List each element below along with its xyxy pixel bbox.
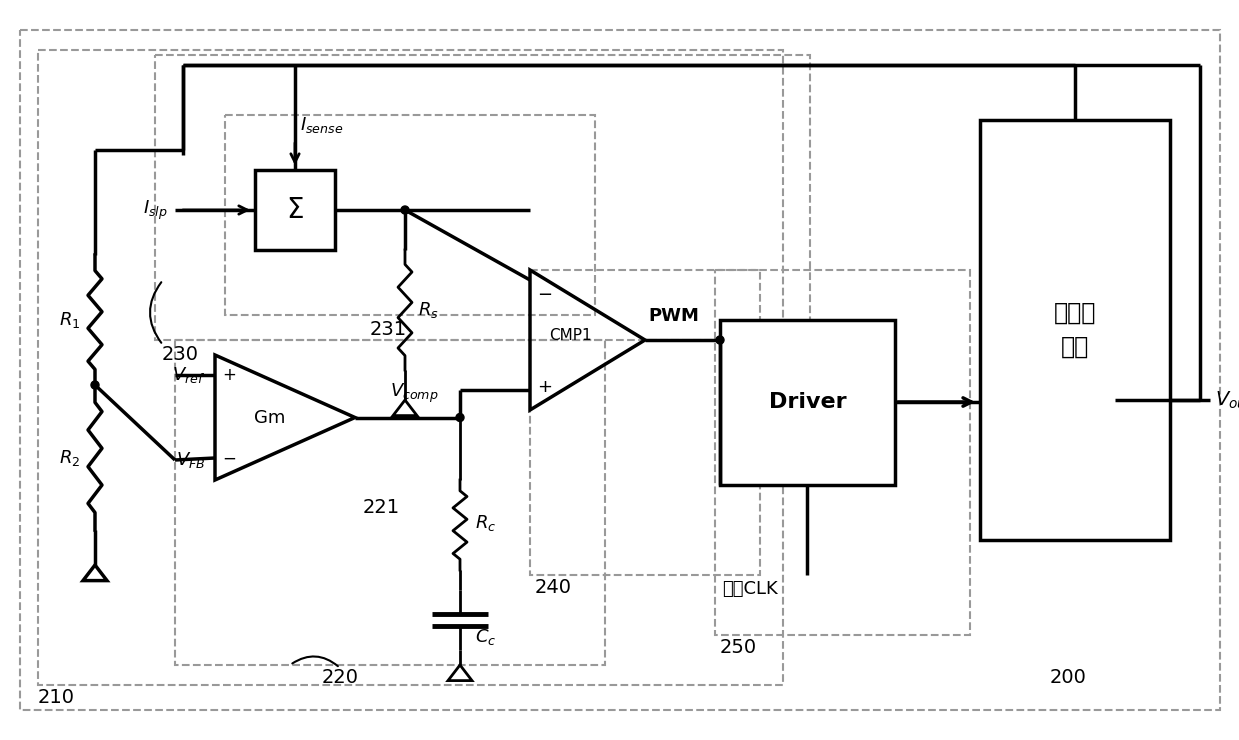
Circle shape — [716, 336, 724, 344]
Text: $+$: $+$ — [222, 366, 237, 384]
Bar — [38, 50, 783, 685]
Bar — [175, 340, 605, 665]
Text: $V_{ref}$: $V_{ref}$ — [172, 365, 204, 385]
Text: 外部CLK: 外部CLK — [722, 580, 778, 598]
Text: $+$: $+$ — [536, 378, 553, 396]
Bar — [255, 170, 335, 250]
Text: $V_{comp}$: $V_{comp}$ — [390, 382, 439, 405]
Text: $\Sigma$: $\Sigma$ — [286, 196, 304, 224]
Text: $V_{out}$: $V_{out}$ — [1215, 389, 1239, 411]
Text: $C_c$: $C_c$ — [475, 627, 497, 647]
Text: $V_{FB}$: $V_{FB}$ — [176, 450, 204, 470]
Bar — [720, 320, 895, 485]
Text: 230: 230 — [162, 345, 199, 364]
Text: 250: 250 — [720, 638, 757, 657]
Bar — [225, 115, 595, 315]
Text: 231: 231 — [370, 320, 408, 339]
Text: 210: 210 — [38, 688, 76, 707]
Text: $-$: $-$ — [222, 449, 237, 467]
Text: 220: 220 — [321, 668, 358, 687]
Text: $R_c$: $R_c$ — [475, 513, 497, 533]
Text: $-$: $-$ — [536, 284, 553, 302]
Text: Gm: Gm — [254, 409, 286, 427]
Bar — [980, 120, 1170, 540]
Text: CMP1: CMP1 — [549, 328, 591, 343]
Text: $R_s$: $R_s$ — [418, 300, 439, 320]
Bar — [155, 55, 810, 340]
Text: 200: 200 — [1049, 668, 1087, 687]
Text: 221: 221 — [363, 498, 400, 517]
Circle shape — [90, 381, 99, 389]
Text: $R_2$: $R_2$ — [58, 448, 81, 468]
Text: $I_{sense}$: $I_{sense}$ — [300, 115, 343, 135]
Text: 功率级
电路: 功率级 电路 — [1054, 301, 1097, 359]
Bar — [715, 270, 970, 635]
Circle shape — [456, 414, 463, 422]
Text: Driver: Driver — [768, 392, 846, 412]
Text: $I_{slp}$: $I_{slp}$ — [144, 198, 169, 221]
Circle shape — [401, 206, 409, 214]
Text: PWM: PWM — [648, 307, 699, 325]
Text: $R_1$: $R_1$ — [58, 310, 81, 330]
Text: 240: 240 — [535, 578, 572, 597]
Bar — [530, 270, 760, 575]
